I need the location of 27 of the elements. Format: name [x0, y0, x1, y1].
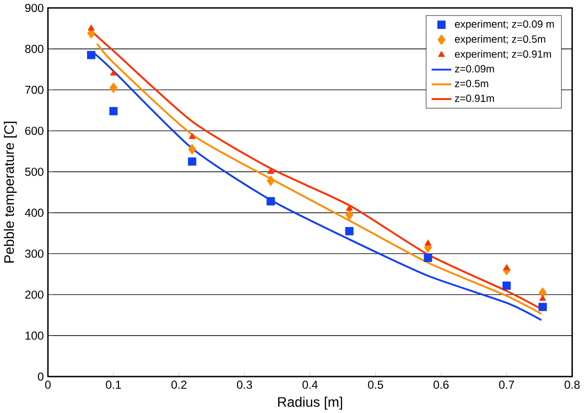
legend-label: z=0.5m: [454, 80, 488, 87]
x-tick-label: 0.2: [171, 380, 186, 389]
x-tick-label: 0.7: [499, 380, 514, 389]
y-axis-title: Pebble temperature [C]: [4, 122, 17, 262]
x-tick-label: 0.5: [368, 380, 384, 389]
y-tick-label: 600: [25, 126, 44, 135]
x-tick-label: 0.3: [236, 380, 252, 389]
y-tick-label: 800: [25, 44, 44, 53]
y-tick-label: 700: [25, 86, 44, 94]
x-axis-title: Radius [m]: [278, 396, 342, 410]
x-tick-label: 0.8: [564, 380, 580, 389]
y-tick-label: 100: [26, 331, 44, 340]
y-tick-label: 500: [25, 167, 44, 176]
legend-label: z=0.91m: [454, 94, 494, 102]
legend-label: z=0.09m: [454, 64, 494, 72]
y-tick-label: 300: [25, 249, 44, 258]
y-tick-label: 400: [24, 208, 44, 217]
x-tick-label: 0.6: [434, 380, 449, 389]
legend-label: experiment; z=0.5m: [454, 34, 546, 45]
legend-label: experiment; z=0.09 m: [454, 20, 554, 30]
legend-label: experiment; z=0.91m: [454, 50, 551, 60]
x-tick-label: 0.1: [106, 380, 121, 389]
y-tick-label: 900: [25, 4, 44, 12]
y-tick-label: 200: [25, 290, 44, 299]
y-tick-label: 0: [38, 372, 44, 380]
x-tick-label: 0: [45, 380, 51, 389]
x-tick-label: 0.4: [302, 380, 318, 389]
